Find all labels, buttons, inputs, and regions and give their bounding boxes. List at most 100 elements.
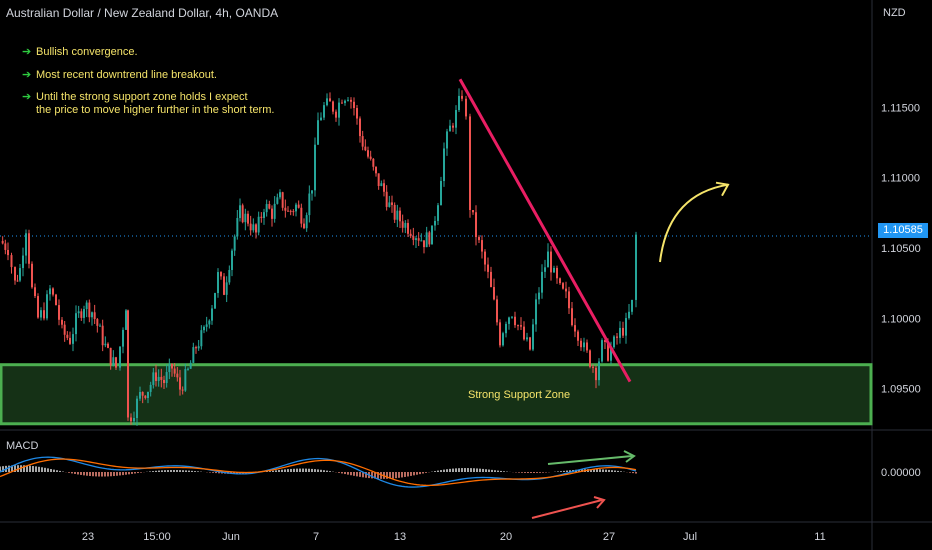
histogram-divergence-line [547,455,633,465]
candle-body [165,372,168,384]
candle-body [37,296,39,318]
candle-body [273,203,276,219]
candle-body [538,292,540,300]
candle-body [25,233,27,256]
candle-body [168,363,171,373]
candle-body [314,144,316,191]
divergence-arrow-head [623,450,636,463]
candle-body [141,391,144,396]
candle-body [303,223,305,229]
candle-body [458,95,460,111]
candle-body [475,212,477,238]
candle-body [104,343,107,346]
support-zone-label: Strong Support Zone [468,389,571,401]
candle-body [217,272,219,294]
candle-body [136,398,138,419]
candle-body [535,299,537,325]
candle-body [52,288,54,295]
candle-body [335,111,337,118]
candle-body [607,341,609,361]
candle-body [428,232,431,245]
candle-body [228,269,231,283]
candle-body [305,215,308,229]
candle-body [631,299,633,312]
candle-body [49,288,51,295]
candle-body [353,101,355,109]
candle-body [308,193,311,216]
candle-body [375,166,377,174]
candle-body [189,362,192,369]
candle-body [391,202,393,205]
candle-body [247,213,249,224]
candle-body [388,202,391,207]
candle-body [271,208,273,219]
candle-body [4,243,7,250]
candle-body [502,333,504,346]
candle-body [241,205,244,223]
candle-body [341,102,343,104]
candle-body [239,205,241,219]
candle-body [203,326,205,331]
candle-body [122,329,124,347]
projection-arrow [659,183,729,263]
candle-body [63,324,66,335]
candle-body [83,309,85,318]
candle-body [399,210,401,222]
candle-body [176,373,179,378]
candle-body [179,377,181,390]
candle-body [598,361,600,381]
candle-body [520,325,522,327]
candle-body [1,240,4,244]
arrow-right-icon: ➔ [22,91,32,103]
candle-body [281,192,284,208]
candle-body [96,319,99,326]
candle-body [7,249,9,256]
candle-body [147,391,149,399]
candle-body [622,327,624,336]
candle-body [107,343,109,348]
candle-body [556,267,558,279]
candle-body [616,336,618,338]
candle-body [487,264,489,272]
candle-body [171,363,173,369]
candle-body [14,267,16,281]
candle-body [287,210,289,212]
candle-body [211,308,213,321]
candle-body [431,225,433,245]
candle-body [109,347,112,366]
candle-body [157,376,160,381]
candle-body [192,347,195,363]
candle-body [550,251,552,273]
candle-body [547,251,549,268]
candle-body [484,251,486,265]
candle-body [130,417,132,422]
candle-body [66,334,69,338]
candle-body [350,99,352,102]
candle-body [149,384,152,392]
y-tick-label: 1.09500 [881,384,921,396]
candle-body [233,236,236,251]
candle-body [437,205,439,221]
candle-body [372,158,375,167]
candle-body [592,366,594,368]
annotation-text: the price to move higher further in the … [36,104,275,116]
candle-body [529,337,531,350]
candle-body [383,183,385,192]
candle-body [449,125,451,132]
candle-body [364,146,367,151]
candle-body [46,294,48,319]
candle-body [423,240,425,248]
candle-body [415,238,417,240]
candle-body [412,236,415,240]
candle-body [347,99,349,101]
candle-body [125,310,127,330]
candle-body [223,276,225,295]
candle-body [580,340,582,348]
candle-body [297,204,300,208]
macd-divergence-arrow-head [593,496,606,509]
candle-body [200,330,203,347]
candle-body [493,287,495,300]
candle-body [231,250,233,270]
downtrend-line [458,78,632,383]
candle-body [385,191,388,207]
